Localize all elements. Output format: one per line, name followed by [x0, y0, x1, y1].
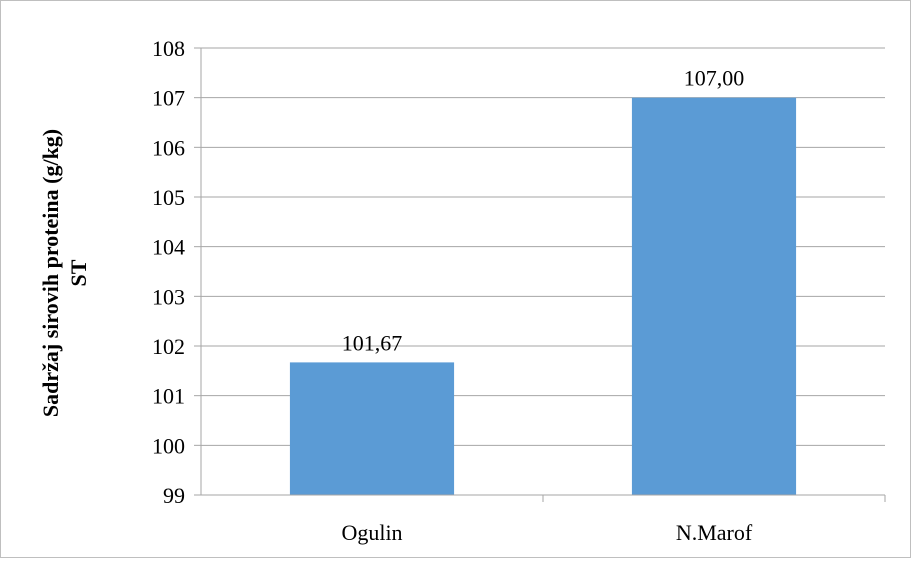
y-tick-label: 107 [152, 86, 185, 111]
bar [631, 97, 797, 496]
y-axis-label-line-2: ST [66, 259, 91, 286]
data-label: 107,00 [684, 66, 745, 91]
y-tick-label: 104 [152, 235, 185, 260]
y-tick-label: 101 [152, 384, 185, 409]
x-tick-label: N.Marof [676, 520, 753, 545]
y-tick-label: 99 [163, 483, 185, 508]
y-tick-label: 100 [152, 433, 185, 458]
y-tick-label: 102 [152, 334, 185, 359]
bars [289, 97, 797, 496]
bar [289, 362, 455, 495]
y-tick-label: 106 [152, 135, 185, 160]
x-tick-label: Ogulin [341, 520, 402, 545]
data-label: 101,67 [342, 330, 403, 355]
axes [194, 47, 886, 502]
y-tick-label: 103 [152, 284, 185, 309]
y-axis-label-line-1: Sadržaj sirovih proteina (g/kg) [38, 129, 63, 417]
y-tick-label: 105 [152, 185, 185, 210]
y-tick-label: 108 [152, 36, 185, 61]
labels: 99 100 101 102 103 104 105 106 107 108 Ogulin 101,6… [152, 36, 753, 545]
